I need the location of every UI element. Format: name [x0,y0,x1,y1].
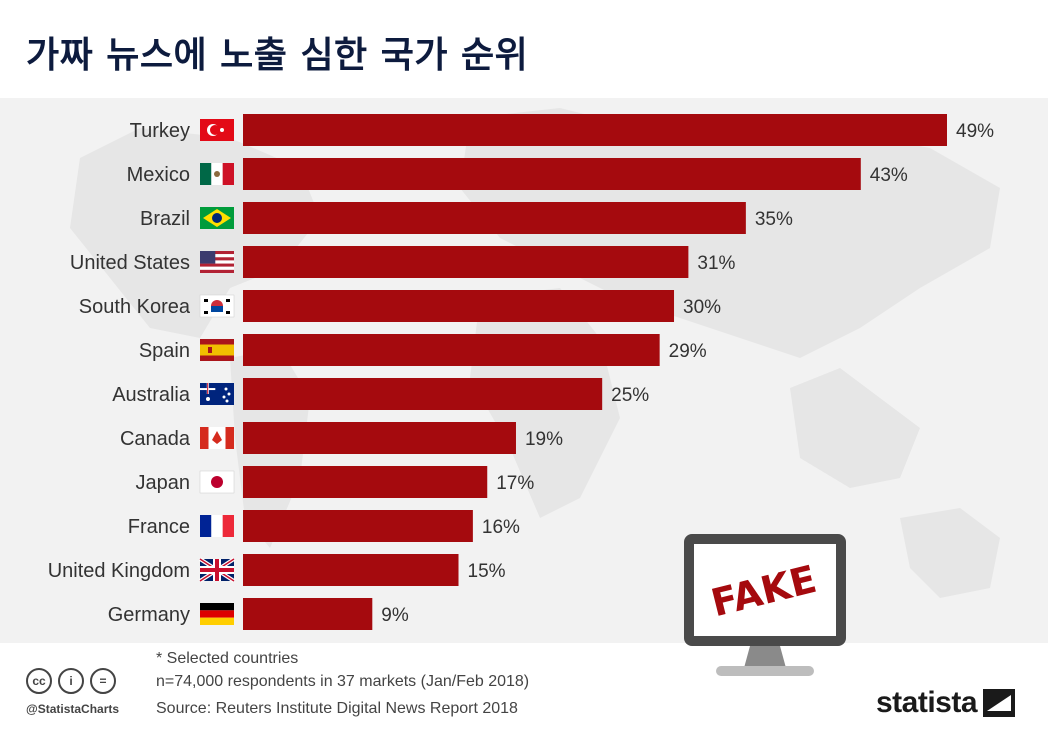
category-label-united-states: United States [70,252,190,274]
bar-mexico [243,158,861,190]
bar-chart: Turkey 49% Mexico 43% Brazil 35% United States… [48,114,994,630]
turkey-flag-icon [200,119,234,141]
nd-icon: = [90,668,116,694]
twitter-handle: @StatistaCharts [26,702,120,716]
germany-flag-icon [200,603,234,625]
japan-flag-icon [199,470,235,494]
value-label-south-korea: 30% [683,297,721,318]
category-label-united-kingdom: United Kingdom [48,560,190,582]
france-flag-icon [200,515,234,537]
uk-flag-icon [198,557,236,583]
bar-spain [243,334,660,366]
bar-canada [243,422,516,454]
category-label-australia: Australia [112,384,191,406]
category-label-spain: Spain [139,340,190,362]
category-label-canada: Canada [120,428,191,450]
value-label-australia: 25% [611,385,649,406]
chart-title: 가짜 뉴스에 노출 심한 국가 순위 [26,34,529,76]
chart-plot-area: Turkey 49% Mexico 43% Brazil 35% United States… [0,98,1048,676]
footnote-respondents: n=74,000 respondents in 37 markets (Jan/… [156,673,530,690]
value-label-united-states: 31% [697,253,735,274]
cc-icon: cc [26,668,52,694]
value-label-germany: 9% [381,605,409,626]
value-label-turkey: 49% [956,121,994,142]
bar-brazil [243,202,746,234]
category-label-brazil: Brazil [140,208,190,230]
value-label-brazil: 35% [755,209,793,230]
bar-japan [243,466,488,498]
category-label-france: France [128,516,190,538]
license-icons: cc i = [26,668,116,694]
value-label-spain: 29% [669,341,707,362]
value-label-mexico: 43% [870,165,908,186]
bar-turkey [243,114,947,146]
brazil-flag-icon [200,207,234,229]
source-note: Source: Reuters Institute Digital News R… [156,700,518,717]
value-label-france: 16% [482,517,520,538]
bar-united-kingdom [243,554,459,586]
statista-logo: statista [876,686,1016,720]
bar-germany [243,598,373,630]
australia-flag-icon [200,383,234,405]
value-label-united-kingdom: 15% [468,561,506,582]
bar-south-korea [243,290,675,322]
by-icon: i [58,668,84,694]
bar-australia [243,378,603,410]
south-korea-flag-icon [199,294,235,318]
bar-france [243,510,473,542]
fake-monitor-illustration: FAKE [684,534,846,676]
footnote-selected: * Selected countries [156,650,299,667]
statista-wordmark: statista [876,686,978,719]
spain-flag-icon [200,339,234,361]
canada-flag-icon [200,427,234,449]
bar-united-states [243,246,689,278]
category-label-germany: Germany [108,604,190,626]
category-label-mexico: Mexico [127,164,190,186]
category-label-turkey: Turkey [130,120,190,142]
value-label-canada: 19% [525,429,563,450]
statista-logo-icon [983,689,1016,717]
category-label-south-korea: South Korea [79,296,191,318]
usa-flag-icon [200,251,234,273]
category-label-japan: Japan [136,472,191,494]
value-label-japan: 17% [496,473,534,494]
mexico-flag-icon [200,163,234,185]
